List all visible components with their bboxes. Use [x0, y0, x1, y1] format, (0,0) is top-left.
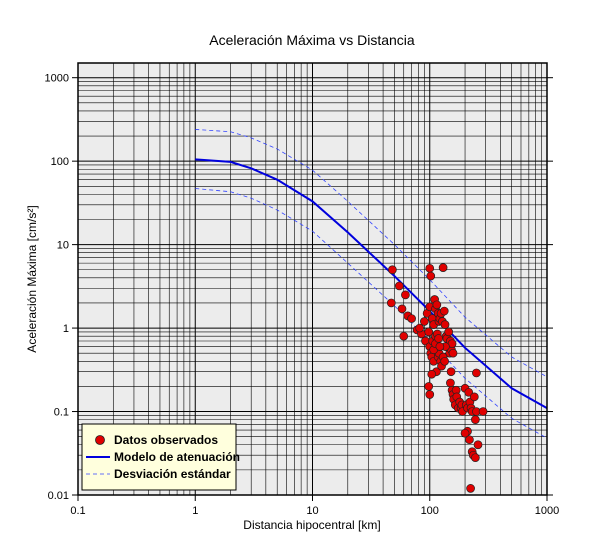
x-tick-label: 1000: [535, 505, 559, 517]
data-point: [388, 265, 397, 275]
data-point: [425, 390, 435, 399]
data-point: [386, 298, 396, 308]
data-point: [426, 271, 436, 281]
data-point: [439, 306, 449, 316]
data-point: [466, 484, 475, 493]
y-axis-label: Aceleración Máxima [cm/s²]: [25, 205, 39, 352]
data-point: [464, 387, 474, 397]
plot-frame: [77, 62, 548, 496]
series-line-modelo: [195, 158, 548, 409]
data-point: [446, 367, 456, 377]
x-tick-label: 100: [421, 505, 439, 517]
chart-title: Aceleración Máxima vs Distancia: [209, 32, 415, 48]
data-point: [440, 320, 450, 329]
data-point: [432, 300, 442, 310]
data-point: [471, 415, 480, 424]
data-point: [427, 369, 437, 379]
y-tick-label: 1000: [45, 73, 69, 85]
data-point: [424, 327, 434, 337]
y-tick-label: 10: [57, 240, 69, 252]
data-point: [425, 263, 435, 273]
x-tick-label: 10: [306, 505, 318, 517]
y-tick-label: 0.1: [54, 407, 69, 419]
series-line-desviacion: [195, 129, 548, 378]
data-point: [471, 453, 480, 463]
data-point: [401, 290, 410, 300]
data-point: [469, 392, 479, 402]
legend-label-desviacion: Desviación estándar: [114, 467, 231, 481]
data-point: [397, 304, 407, 314]
data-point: [444, 327, 454, 337]
data-point: [407, 314, 416, 323]
data-point: [465, 435, 474, 445]
data-point: [440, 356, 449, 366]
data-point: [472, 368, 481, 378]
series-line-desviacion: [195, 188, 548, 439]
data-points: [386, 263, 488, 493]
data-point: [448, 348, 458, 358]
y-tick-label: 0.01: [48, 490, 69, 502]
x-axis-label: Distancia hipocentral [km]: [243, 518, 380, 532]
data-point: [394, 281, 404, 291]
legend-label-datos: Datos observados: [114, 433, 218, 447]
data-point: [424, 382, 434, 391]
legend: Datos observados Modelo de atenuación De…: [81, 423, 240, 491]
data-point: [473, 440, 483, 450]
y-tick-label: 100: [51, 156, 69, 168]
data-point: [415, 323, 424, 333]
legend-marker-datos: [95, 435, 105, 445]
legend-label-modelo: Modelo de atenuación: [114, 450, 240, 464]
x-tick-label: 1: [192, 505, 198, 517]
x-tick-label: 0.1: [70, 505, 85, 517]
data-point: [446, 378, 455, 388]
data-point: [434, 334, 443, 343]
data-point: [478, 407, 488, 416]
data-point: [399, 331, 409, 341]
curves: [195, 129, 548, 439]
data-point: [435, 342, 445, 351]
data-point: [420, 317, 429, 326]
data-point: [438, 263, 448, 272]
data-point: [460, 428, 470, 438]
y-tick-label: 1: [63, 323, 69, 335]
